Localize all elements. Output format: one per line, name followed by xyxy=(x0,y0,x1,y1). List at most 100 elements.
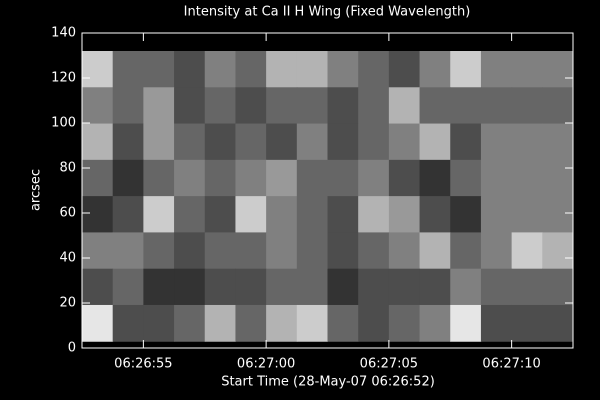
image-cell xyxy=(511,268,543,306)
image-cell xyxy=(204,159,236,197)
image-cell xyxy=(296,268,328,306)
image-cell xyxy=(327,51,359,88)
image-cell xyxy=(450,232,482,270)
image-cell xyxy=(296,196,328,233)
image-cell xyxy=(327,304,359,342)
y-tick-label: 140 xyxy=(51,26,76,41)
image-cell xyxy=(174,123,206,161)
image-cell xyxy=(266,304,298,342)
image-cell xyxy=(542,268,574,306)
image-cell xyxy=(204,232,236,270)
image-cell xyxy=(388,87,421,125)
image-cell xyxy=(419,232,451,270)
image-cell xyxy=(388,304,421,342)
image-cell xyxy=(542,123,574,161)
image-cell xyxy=(296,232,328,270)
image-cell xyxy=(419,51,451,88)
image-cell xyxy=(358,123,390,161)
image-cell xyxy=(388,159,421,197)
image-cell xyxy=(296,304,328,342)
image-cell xyxy=(327,268,359,306)
image-cell xyxy=(235,123,267,161)
image-cell xyxy=(358,304,390,342)
image-cell xyxy=(542,196,574,233)
image-cell xyxy=(480,304,513,342)
image-cell xyxy=(388,268,421,306)
y-tick-label: 80 xyxy=(59,161,76,176)
image-cell xyxy=(480,196,513,233)
x-tick-label: 06:27:00 xyxy=(237,357,295,372)
image-cell xyxy=(143,51,175,88)
image-cell xyxy=(174,87,206,125)
image-cell xyxy=(204,196,236,233)
image-cell xyxy=(235,87,267,125)
image-cell xyxy=(112,196,144,233)
image-cell xyxy=(143,304,175,342)
y-tick-label: 60 xyxy=(59,206,76,221)
y-tick-label: 0 xyxy=(68,341,76,356)
image-cell xyxy=(174,232,206,270)
image-cell xyxy=(419,87,451,125)
image-cell xyxy=(450,159,482,197)
image-cell xyxy=(511,304,543,342)
image-cell xyxy=(358,87,390,125)
image-cell xyxy=(542,87,574,125)
image-cell xyxy=(296,87,328,125)
image-cell xyxy=(112,304,144,342)
image-cell xyxy=(143,123,175,161)
image-cell xyxy=(143,196,175,233)
image-cell xyxy=(358,232,390,270)
image-cell xyxy=(82,123,114,161)
image-cell xyxy=(82,304,114,342)
image-cell xyxy=(112,268,144,306)
image-cell xyxy=(419,268,451,306)
image-cell xyxy=(542,51,574,88)
image-cell xyxy=(143,268,175,306)
image-cell xyxy=(511,123,543,161)
image-cell xyxy=(480,159,513,197)
x-tick-label: 06:27:10 xyxy=(482,357,540,372)
image-cell xyxy=(204,304,236,342)
image-cell xyxy=(511,232,543,270)
image-cell xyxy=(266,159,298,197)
image-cell xyxy=(266,123,298,161)
image-cell xyxy=(327,196,359,233)
y-tick-label: 40 xyxy=(59,251,76,266)
image-cell xyxy=(327,232,359,270)
image-cell xyxy=(112,87,144,125)
image-cell xyxy=(266,268,298,306)
image-cell xyxy=(480,87,513,125)
image-cell xyxy=(112,51,144,88)
image-cell xyxy=(511,196,543,233)
image-cell xyxy=(327,123,359,161)
image-cell xyxy=(480,232,513,270)
image-cell xyxy=(235,51,267,88)
image-cell xyxy=(542,304,574,342)
image-cell xyxy=(112,123,144,161)
image-cell xyxy=(82,268,114,306)
image-cell xyxy=(358,196,390,233)
image-cell xyxy=(82,196,114,233)
image-cell xyxy=(235,196,267,233)
image-cell xyxy=(82,159,114,197)
image-cell xyxy=(296,51,328,88)
image-cell xyxy=(388,232,421,270)
image-cell xyxy=(511,51,543,88)
image-cell xyxy=(174,51,206,88)
image-cell xyxy=(419,304,451,342)
image-cell xyxy=(480,123,513,161)
image-cell xyxy=(235,304,267,342)
image-cell xyxy=(480,51,513,88)
image-cell xyxy=(174,196,206,233)
image-cell xyxy=(358,51,390,88)
image-cell xyxy=(112,159,144,197)
image-cell xyxy=(450,196,482,233)
image-cell xyxy=(388,196,421,233)
image-cell xyxy=(82,87,114,125)
image-cell xyxy=(174,304,206,342)
image-cell xyxy=(511,159,543,197)
image-cell xyxy=(112,232,144,270)
image-cell xyxy=(542,159,574,197)
image-cell xyxy=(296,159,328,197)
